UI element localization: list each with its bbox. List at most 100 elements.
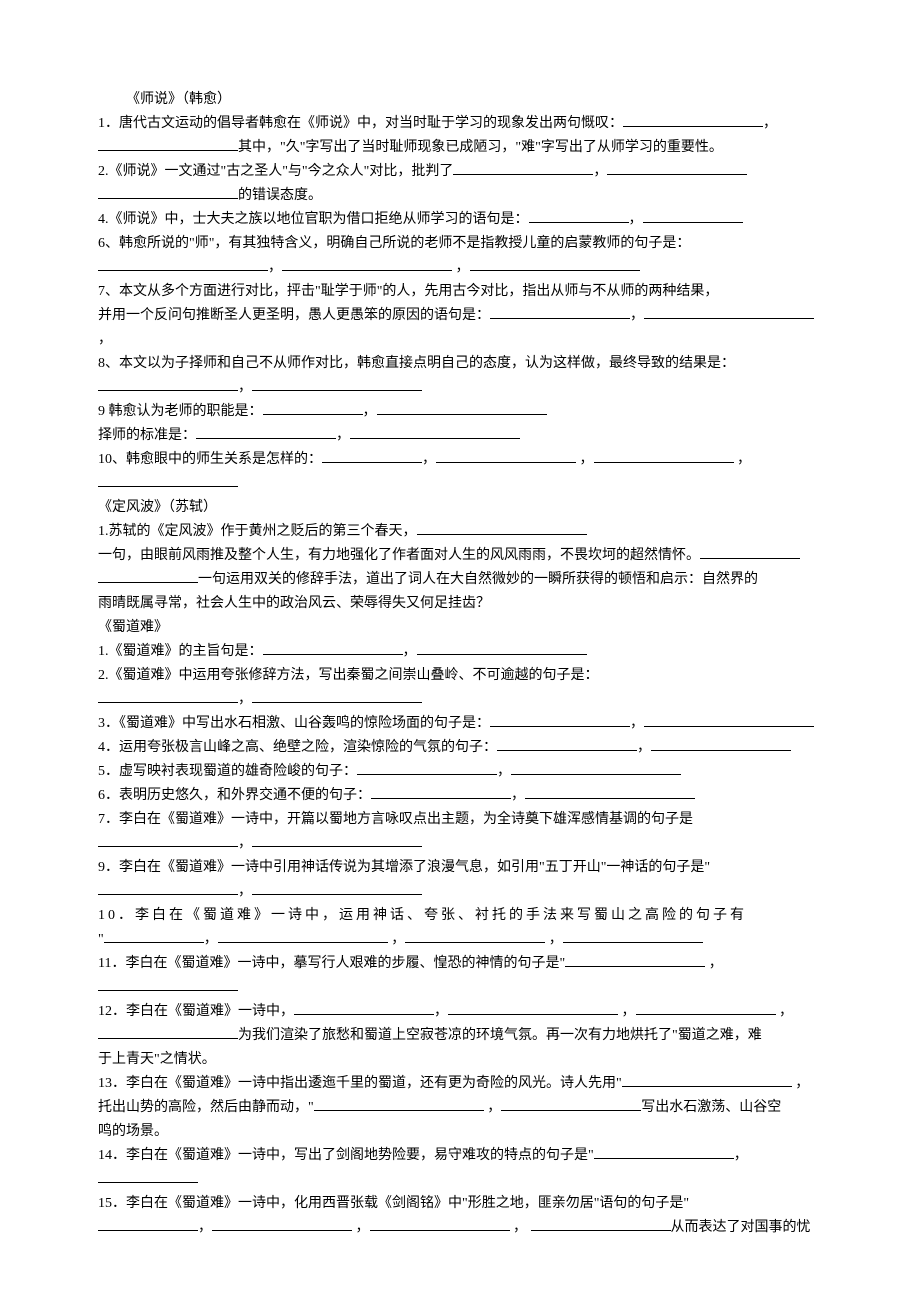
q-text: 1．唐代古文运动的倡导者韩愈在《师说》中，对当时耻于学习的现象发出两句慨叹：， bbox=[98, 112, 822, 136]
blank bbox=[98, 832, 238, 847]
q7a-text: 7、本文从多个方面进行对比，抨击"耻学于师"的人，先用古今对比，指出从师与不从师… bbox=[98, 284, 718, 299]
blank bbox=[607, 160, 747, 175]
q-text: ， ， bbox=[98, 256, 822, 280]
blank bbox=[98, 1168, 198, 1183]
section-title-shudaonan: 《蜀道难》 bbox=[98, 616, 822, 640]
q-text: ， bbox=[98, 832, 822, 856]
q6a-text: 6、韩愈所说的"师"，有其独特含义，明确自己所说的老师不是指教授儿童的启蒙教师的… bbox=[98, 236, 690, 251]
q-text: 托出山势的高险，然后由静而动，" ，写出水石激荡、山谷空 bbox=[98, 1096, 822, 1120]
s4-text: 4．运用夸张极言山峰之高、绝壁之险，渲染惊险的气氛的句子： bbox=[98, 740, 497, 755]
blank bbox=[529, 208, 629, 223]
blank bbox=[322, 448, 422, 463]
blank bbox=[98, 688, 238, 703]
blank bbox=[98, 136, 238, 151]
q-text bbox=[98, 472, 822, 496]
blank bbox=[350, 424, 520, 439]
blank bbox=[98, 880, 238, 895]
blank bbox=[490, 304, 630, 319]
blank bbox=[98, 1216, 198, 1231]
blank bbox=[623, 112, 763, 127]
q4-text: 4.《师说》中，士大夫之族以地位官职为借口拒绝从师学习的语句是： bbox=[98, 212, 529, 227]
s15b-text: 从而表达了对国事的忧 bbox=[671, 1220, 811, 1235]
blank bbox=[370, 1216, 510, 1231]
blank bbox=[252, 376, 422, 391]
blank bbox=[470, 256, 640, 271]
q-text bbox=[98, 976, 822, 1000]
q-text: 其中，"久"字写出了当时耻师现象已成陋习，"难"字写出了从师学习的重要性。 bbox=[98, 136, 822, 160]
q-text: 7、本文从多个方面进行对比，抨击"耻学于师"的人，先用古今对比，指出从师与不从师… bbox=[98, 280, 822, 304]
blank bbox=[563, 928, 703, 943]
blank bbox=[594, 448, 734, 463]
q-text: 12．李白在《蜀道难》一诗中，， ， ， bbox=[98, 1000, 822, 1024]
blank bbox=[98, 568, 198, 583]
q-text: 8、本文以为子择师和自己不从师作对比，韩愈直接点明自己的态度，认为这样做，最终导… bbox=[98, 352, 822, 376]
blank bbox=[252, 832, 422, 847]
blank bbox=[371, 784, 511, 799]
q1a-text: 1．唐代古文运动的倡导者韩愈在《师说》中，对当时耻于学习的现象发出两句慨叹： bbox=[98, 116, 623, 131]
s6-text: 6．表明历史悠久，和外界交通不便的句子： bbox=[98, 788, 371, 803]
q-text: 15．李白在《蜀道难》一诗中，化用西晋张载《剑阁铭》中"形胜之地，匪亲勿居"语句… bbox=[98, 1192, 822, 1216]
q-text: 一句运用双关的修辞手法，道出了词人在大自然微妙的一瞬所获得的顿悟和启示：自然界的 bbox=[98, 568, 822, 592]
s5-text: 5．虚写映衬表现蜀道的雄奇险峻的句子： bbox=[98, 764, 357, 779]
d1b-text: 一句，由眼前风雨推及整个人生，有力地强化了作者面对人生的风风雨雨，不畏坎坷的超然… bbox=[98, 548, 700, 563]
blank bbox=[501, 1096, 641, 1111]
blank bbox=[497, 736, 637, 751]
s12a-text: 12．李白在《蜀道难》一诗中， bbox=[98, 1004, 294, 1019]
q-text: ， bbox=[98, 880, 822, 904]
section-title-dingfengbo: 《定风波》（苏轼） bbox=[98, 496, 822, 520]
s13b-text: 托出山势的高险，然后由静而动，" bbox=[98, 1100, 314, 1115]
q10-text: 10、韩愈眼中的师生关系是怎样的： bbox=[98, 452, 322, 467]
q-text: 7．李白在《蜀道难》一诗中，开篇以蜀地方言咏叹点出主题，为全诗奠下雄浑感情基调的… bbox=[98, 808, 822, 832]
blank bbox=[622, 1072, 792, 1087]
blank bbox=[417, 640, 587, 655]
q-text: 4．运用夸张极言山峰之高、绝壁之险，渲染惊险的气氛的句子：， bbox=[98, 736, 822, 760]
q-text: "， ， ， bbox=[98, 928, 822, 952]
q-text: 13．李白在《蜀道难》一诗中指出逶迤千里的蜀道，还有更为奇险的风光。诗人先用" … bbox=[98, 1072, 822, 1096]
q2a-text: 2.《师说》一文通过"古之圣人"与"今之众人"对比，批判了 bbox=[98, 164, 453, 179]
q9b-text: 择师的标准是： bbox=[98, 428, 196, 443]
q-text: 6．表明历史悠久，和外界交通不便的句子：， bbox=[98, 784, 822, 808]
blank bbox=[104, 928, 204, 943]
s11-text: 11．李白在《蜀道难》一诗中，摹写行人艰难的步履、惶恐的神情的句子是" bbox=[98, 956, 565, 971]
q-text: 2.《师说》一文通过"古之圣人"与"今之众人"对比，批判了， bbox=[98, 160, 822, 184]
blank bbox=[700, 544, 800, 559]
document-page: 《师说》（韩愈） 1．唐代古文运动的倡导者韩愈在《师说》中，对当时耻于学习的现象… bbox=[0, 0, 920, 1280]
q-text: 鸣的场景。 bbox=[98, 1120, 822, 1144]
q-text: 为我们渲染了旅愁和蜀道上空寂苍凉的环境气氛。再一次有力地烘托了"蜀道之难，难 bbox=[98, 1024, 822, 1048]
blank bbox=[314, 1096, 484, 1111]
s1-text: 1.《蜀道难》的主旨句是： bbox=[98, 644, 263, 659]
blank bbox=[252, 688, 422, 703]
section-title-shishuo: 《师说》（韩愈） bbox=[98, 88, 822, 112]
blank bbox=[98, 256, 268, 271]
q-text: ， bbox=[98, 688, 822, 712]
blank bbox=[417, 520, 587, 535]
blank bbox=[196, 424, 336, 439]
q-text: 于上青天"之情状。 bbox=[98, 1048, 822, 1072]
q-text: 6、韩愈所说的"师"，有其独特含义，明确自己所说的老师不是指教授儿童的启蒙教师的… bbox=[98, 232, 822, 256]
q-text: ， ， ， 从而表达了对国事的忧 bbox=[98, 1216, 822, 1240]
blank bbox=[453, 160, 593, 175]
blank bbox=[525, 784, 695, 799]
q-text: 10、韩愈眼中的师生关系是怎样的：， ， ， bbox=[98, 448, 822, 472]
blank bbox=[636, 1000, 776, 1015]
blank bbox=[263, 400, 363, 415]
blank bbox=[377, 400, 547, 415]
blank bbox=[98, 376, 238, 391]
s14-text: 14．李白在《蜀道难》一诗中，写出了剑阁地势险要，易守难攻的特点的句子是" bbox=[98, 1148, 594, 1163]
blank bbox=[405, 928, 545, 943]
q1b-text: 其中，"久"字写出了当时耻师现象已成陋习，"难"字写出了从师学习的重要性。 bbox=[238, 140, 723, 155]
q-text: 一句，由眼前风雨推及整个人生，有力地强化了作者面对人生的风风雨雨，不畏坎坷的超然… bbox=[98, 544, 822, 568]
blank bbox=[98, 472, 238, 487]
blank bbox=[98, 976, 238, 991]
blank bbox=[98, 184, 238, 199]
q-text: 的错误态度。 bbox=[98, 184, 822, 208]
blank bbox=[490, 712, 630, 727]
q-text: 2.《蜀道难》中运用夸张修辞方法，写出秦蜀之间崇山叠岭、不可逾越的句子是： bbox=[98, 664, 822, 688]
q-text: 3．《蜀道难》中写出水石相激、山谷轰鸣的惊险场面的句子是：， bbox=[98, 712, 822, 736]
blank bbox=[448, 1000, 618, 1015]
blank bbox=[644, 712, 814, 727]
blank bbox=[651, 736, 791, 751]
blank bbox=[294, 1000, 434, 1015]
q8a-text: 8、本文以为子择师和自己不从师作对比，韩愈直接点明自己的态度，认为这样做，最终导… bbox=[98, 356, 735, 371]
blank bbox=[218, 928, 388, 943]
